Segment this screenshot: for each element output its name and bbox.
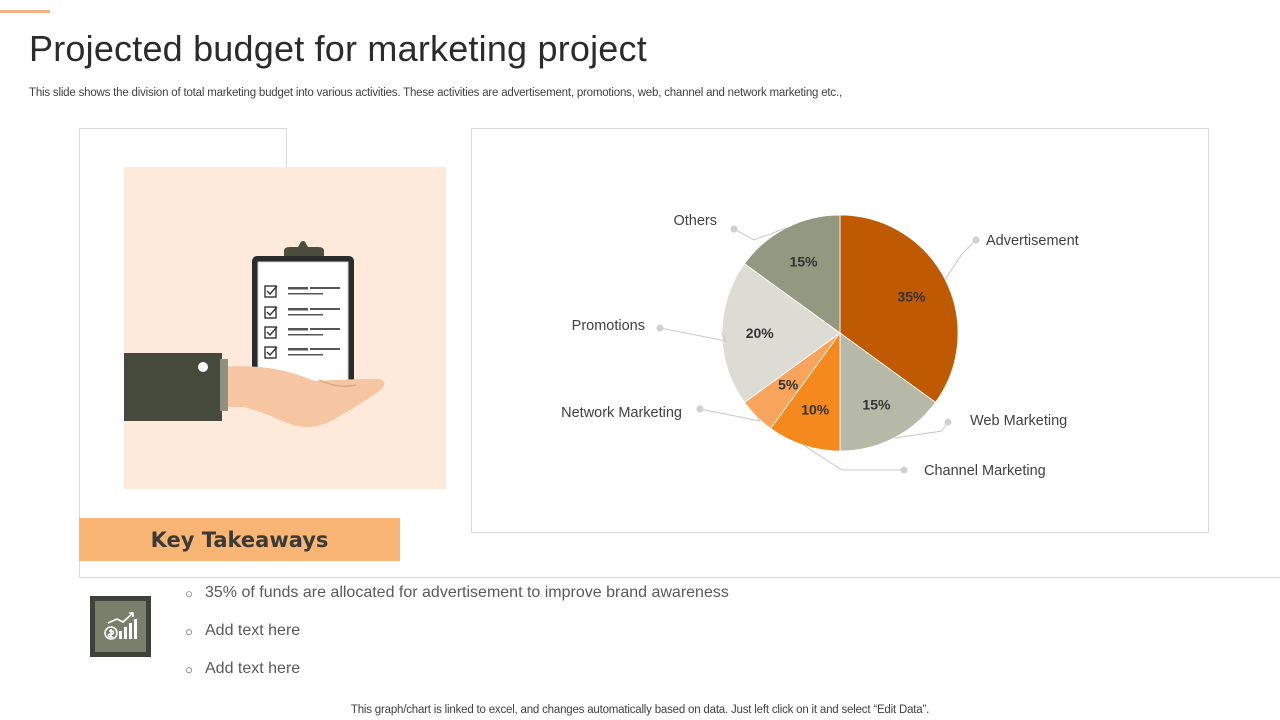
callout-dot (656, 324, 664, 332)
slice-percent-label: 15% (790, 254, 819, 270)
pie-slice-others (743, 214, 841, 334)
pie-slice-web-marketing (839, 332, 937, 452)
list-item: ○ Add text here (185, 622, 729, 660)
category-label: Others (673, 213, 717, 229)
callout-leader-line (733, 227, 787, 241)
left-panel-frame (79, 128, 287, 169)
category-label: Web Marketing (970, 413, 1067, 429)
slice-percent-label: 10% (801, 401, 830, 417)
pie-slice-channel-marketing (770, 331, 841, 452)
callout-leader-line (944, 239, 977, 280)
slice-percent-label: 15% (862, 396, 891, 412)
callout-dot (696, 405, 704, 413)
bullet-circle-icon: ○ (185, 662, 193, 677)
key-takeaways-heading: Key Takeaways (150, 527, 329, 552)
callout-dot (972, 236, 980, 244)
callout-dot (944, 418, 952, 426)
title-accent-line (0, 10, 50, 13)
callout-leader-line (893, 421, 949, 439)
callout-leader-line (803, 444, 904, 471)
category-label: Channel Marketing (924, 463, 1046, 479)
category-label: Promotions (572, 318, 645, 334)
footer-note: This graph/chart is linked to excel, and… (350, 704, 930, 716)
callout-leader-line (659, 327, 727, 342)
budget-pie-chart: 35% Advertisement 15% Web Marketing 10% Chann… (561, 213, 1079, 479)
category-label: Network Marketing (561, 405, 682, 421)
money-growth-chart-icon (90, 596, 151, 657)
left-panel-frame-line (79, 128, 80, 577)
key-takeaways-banner: Key Takeaways (79, 518, 400, 561)
bullet-circle-icon: ○ (185, 586, 193, 601)
list-item: ○ Add text here (185, 660, 729, 698)
callout-dot (900, 466, 908, 474)
slice-percent-label: 20% (746, 325, 775, 341)
takeaway-text: 35% of funds are allocated for advertise… (205, 584, 729, 601)
takeaway-text: Add text here (205, 660, 301, 677)
category-label: Advertisement (986, 233, 1079, 249)
bullet-circle-icon: ○ (185, 624, 193, 639)
page-subtitle: This slide shows the division of total m… (29, 87, 842, 99)
pie-slice-advertisement (839, 214, 959, 403)
pie-chart-panel: 35% Advertisement 15% Web Marketing 10% Chann… (471, 128, 1209, 533)
key-takeaways-list: ○ 35% of funds are allocated for adverti… (185, 584, 729, 698)
callout-leader-line (699, 408, 762, 422)
page-title: Projected budget for marketing project (29, 28, 647, 69)
callout-dot (730, 225, 738, 233)
slice-percent-label: 5% (778, 377, 799, 393)
section-divider (79, 577, 1280, 578)
list-item: ○ 35% of funds are allocated for adverti… (185, 584, 729, 622)
hand-holding-clipboard-icon (124, 167, 446, 489)
takeaway-text: Add text here (205, 622, 301, 639)
slice-percent-label: 35% (897, 289, 926, 305)
